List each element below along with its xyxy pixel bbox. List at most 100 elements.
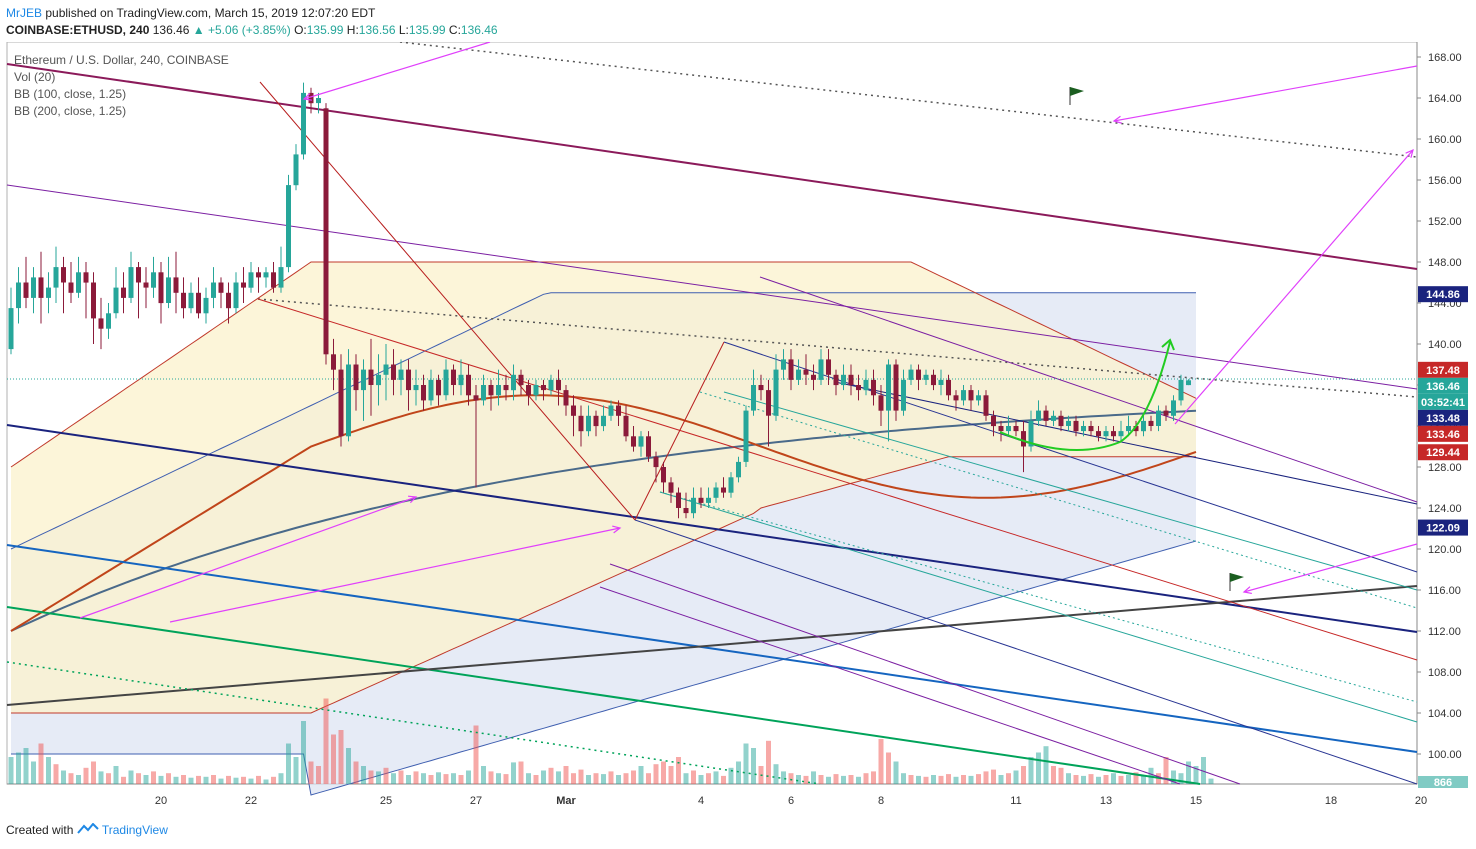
volume-bar bbox=[76, 775, 81, 784]
volume-bar bbox=[151, 771, 156, 784]
bb100-lower-line bbox=[11, 456, 1196, 714]
candle-body bbox=[1148, 420, 1154, 426]
time-axis[interactable]: 20 22 25 27 Mar 4 6 8 11 13 15 18 20 bbox=[155, 795, 1427, 807]
volume-bar bbox=[398, 770, 404, 784]
candle-body bbox=[1043, 410, 1049, 421]
volume-bar bbox=[61, 770, 66, 784]
volume-bar bbox=[91, 761, 96, 784]
volume-bar bbox=[1051, 766, 1056, 784]
candle-body bbox=[158, 272, 164, 304]
price-badges: 144.86 137.48 136.46 03:52:41 133.48 133.46 12… bbox=[1418, 286, 1468, 789]
volume-bar bbox=[511, 762, 516, 784]
candle-body bbox=[646, 436, 651, 457]
candle-body bbox=[518, 374, 524, 386]
arrow-top-right bbox=[1113, 65, 1418, 122]
candle-body bbox=[961, 390, 966, 401]
volume-bar bbox=[346, 748, 351, 784]
volume-bar bbox=[841, 775, 846, 784]
volume-bar bbox=[1201, 757, 1206, 784]
candle-body bbox=[316, 98, 321, 104]
candle-body bbox=[1058, 415, 1064, 427]
candle-body bbox=[203, 297, 209, 314]
candle-body bbox=[278, 267, 284, 288]
candle-body bbox=[803, 369, 809, 375]
time-tick-label: 8 bbox=[878, 795, 884, 807]
volume-bar bbox=[1141, 775, 1146, 784]
candle-body bbox=[871, 379, 876, 396]
volume-bar bbox=[421, 773, 426, 784]
candle-body bbox=[998, 426, 1004, 432]
volume-bar bbox=[1081, 775, 1086, 784]
volume-bar bbox=[563, 766, 569, 784]
candle-body bbox=[1118, 431, 1124, 437]
volume-bar bbox=[128, 770, 134, 784]
volume-bar bbox=[443, 774, 449, 784]
volume-bar bbox=[766, 740, 771, 784]
candle-body bbox=[908, 369, 914, 380]
price-tick-label: 168.00 bbox=[1428, 52, 1462, 64]
trendline-dotted-green bbox=[6, 661, 821, 785]
volume-bar bbox=[931, 775, 936, 784]
candle-body bbox=[458, 374, 464, 386]
time-tick-label: 15 bbox=[1190, 795, 1202, 807]
volume-bar bbox=[728, 767, 734, 784]
candle-body bbox=[23, 282, 29, 298]
channel-purple-b bbox=[599, 586, 1181, 785]
price-badge bbox=[1418, 377, 1468, 394]
volume-bar bbox=[241, 776, 246, 784]
channel-teal-a bbox=[723, 391, 1418, 591]
volume-bar bbox=[53, 764, 59, 784]
legend-symbol: Ethereum / U.S. Dollar, 240, COINBASE bbox=[14, 53, 229, 67]
candle-body bbox=[8, 308, 14, 350]
volume-bar bbox=[773, 764, 779, 784]
price-chart[interactable]: 168.00 164.00 160.00 156.00 152.00 148.00 144.… bbox=[0, 42, 1476, 817]
trendline-green bbox=[6, 606, 1201, 785]
volume-bar bbox=[578, 769, 584, 784]
candle-body bbox=[256, 272, 261, 278]
candle-body bbox=[106, 313, 111, 329]
candle-body bbox=[496, 385, 501, 396]
candle-body bbox=[916, 369, 921, 380]
volume-bar bbox=[331, 734, 336, 784]
candle-body bbox=[983, 395, 989, 416]
candle-body bbox=[923, 374, 929, 380]
candle-body bbox=[713, 487, 719, 498]
candle-body bbox=[938, 379, 944, 385]
volume-bar bbox=[16, 752, 21, 784]
volume-bar bbox=[496, 773, 501, 784]
candle-body bbox=[398, 369, 404, 380]
candle-body bbox=[1006, 426, 1011, 432]
candle-body bbox=[293, 154, 299, 186]
price-tick-label: 140.00 bbox=[1428, 339, 1462, 351]
volume-bar bbox=[338, 730, 344, 784]
volume-bar bbox=[781, 771, 786, 784]
candle-body bbox=[788, 359, 794, 380]
volume-bar bbox=[811, 771, 816, 784]
created-with-text: Created with bbox=[6, 823, 74, 837]
candle-body bbox=[1171, 400, 1176, 416]
volume-bar bbox=[68, 773, 74, 784]
volume-bar bbox=[316, 766, 321, 784]
tradingview-brand-link[interactable]: TradingView bbox=[101, 823, 168, 837]
candle-body bbox=[211, 282, 216, 298]
candle-body bbox=[361, 369, 366, 391]
candle-body bbox=[391, 364, 396, 380]
volume-bar bbox=[698, 775, 704, 784]
arrow-top-right-head bbox=[1112, 115, 1122, 124]
candle-body bbox=[233, 282, 239, 309]
publish-line: MrJEB published on TradingView.com, Marc… bbox=[6, 6, 375, 20]
candle-body bbox=[758, 385, 764, 391]
candle-body bbox=[1021, 431, 1026, 447]
candle-body bbox=[1163, 410, 1169, 416]
volume-bar bbox=[1193, 766, 1199, 784]
volume-bar bbox=[406, 775, 411, 784]
price-badge bbox=[1418, 286, 1468, 303]
author-link[interactable]: MrJEB bbox=[6, 6, 42, 20]
candle-body bbox=[668, 482, 674, 493]
volume-bars bbox=[8, 698, 1214, 784]
bb100-fill bbox=[11, 262, 1196, 713]
candle-body bbox=[818, 359, 824, 380]
candle-body bbox=[151, 272, 156, 288]
volume-bar bbox=[998, 775, 1004, 784]
candle-body bbox=[218, 282, 224, 293]
